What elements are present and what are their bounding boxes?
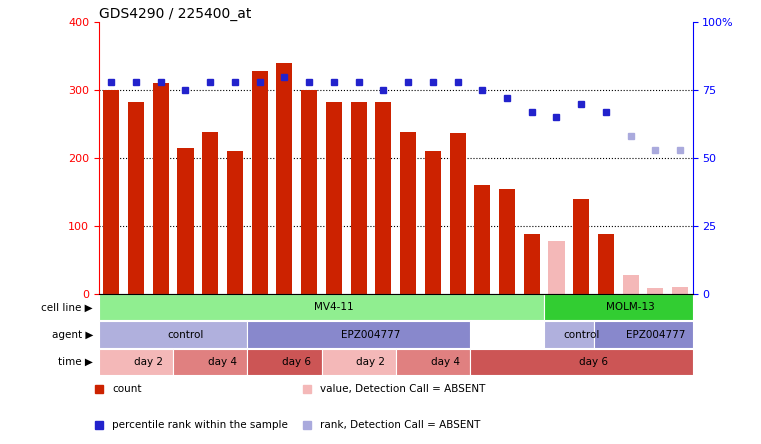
Text: day 2: day 2 xyxy=(356,357,386,367)
Text: percentile rank within the sample: percentile rank within the sample xyxy=(112,420,288,430)
Text: day 4: day 4 xyxy=(208,357,237,367)
Bar xyxy=(128,102,144,294)
Text: day 2: day 2 xyxy=(134,357,163,367)
Bar xyxy=(598,234,614,294)
Text: GDS4290 / 225400_at: GDS4290 / 225400_at xyxy=(99,7,251,21)
Bar xyxy=(99,294,544,321)
Bar xyxy=(594,321,693,348)
Bar xyxy=(573,199,589,294)
Bar xyxy=(622,275,638,294)
Bar xyxy=(351,102,367,294)
Text: value, Detection Call = ABSENT: value, Detection Call = ABSENT xyxy=(320,385,485,394)
Bar xyxy=(549,241,565,294)
Bar xyxy=(499,189,515,294)
Bar xyxy=(202,132,218,294)
Bar xyxy=(375,102,391,294)
Bar xyxy=(672,287,688,294)
Bar xyxy=(252,71,268,294)
Bar xyxy=(425,151,441,294)
Bar xyxy=(153,83,169,294)
Bar xyxy=(227,151,243,294)
Bar xyxy=(99,321,247,348)
Bar xyxy=(450,133,466,294)
Bar xyxy=(524,234,540,294)
Text: day 6: day 6 xyxy=(282,357,311,367)
Bar xyxy=(247,321,470,348)
Bar xyxy=(544,321,594,348)
Text: control: control xyxy=(563,329,600,340)
Text: count: count xyxy=(112,385,142,394)
Bar xyxy=(99,349,174,375)
Bar xyxy=(544,294,693,321)
Text: cell line ▶: cell line ▶ xyxy=(41,302,93,312)
Bar xyxy=(177,148,193,294)
Text: rank, Detection Call = ABSENT: rank, Detection Call = ABSENT xyxy=(320,420,480,430)
Bar xyxy=(396,349,470,375)
Text: day 6: day 6 xyxy=(579,357,608,367)
Text: EPZ004777: EPZ004777 xyxy=(341,329,401,340)
Text: agent ▶: agent ▶ xyxy=(52,329,93,340)
Bar xyxy=(648,288,664,294)
Text: day 4: day 4 xyxy=(431,357,460,367)
Text: control: control xyxy=(167,329,204,340)
Bar xyxy=(174,349,247,375)
Bar xyxy=(400,132,416,294)
Bar xyxy=(103,90,119,294)
Text: MOLM-13: MOLM-13 xyxy=(607,302,655,312)
Bar xyxy=(301,90,317,294)
Bar xyxy=(321,349,396,375)
Text: time ▶: time ▶ xyxy=(58,357,93,367)
Bar xyxy=(470,349,693,375)
Bar xyxy=(247,349,321,375)
Bar xyxy=(276,63,292,294)
Bar xyxy=(326,102,342,294)
Bar xyxy=(474,185,490,294)
Text: EPZ004777: EPZ004777 xyxy=(626,329,685,340)
Text: MV4-11: MV4-11 xyxy=(314,302,354,312)
